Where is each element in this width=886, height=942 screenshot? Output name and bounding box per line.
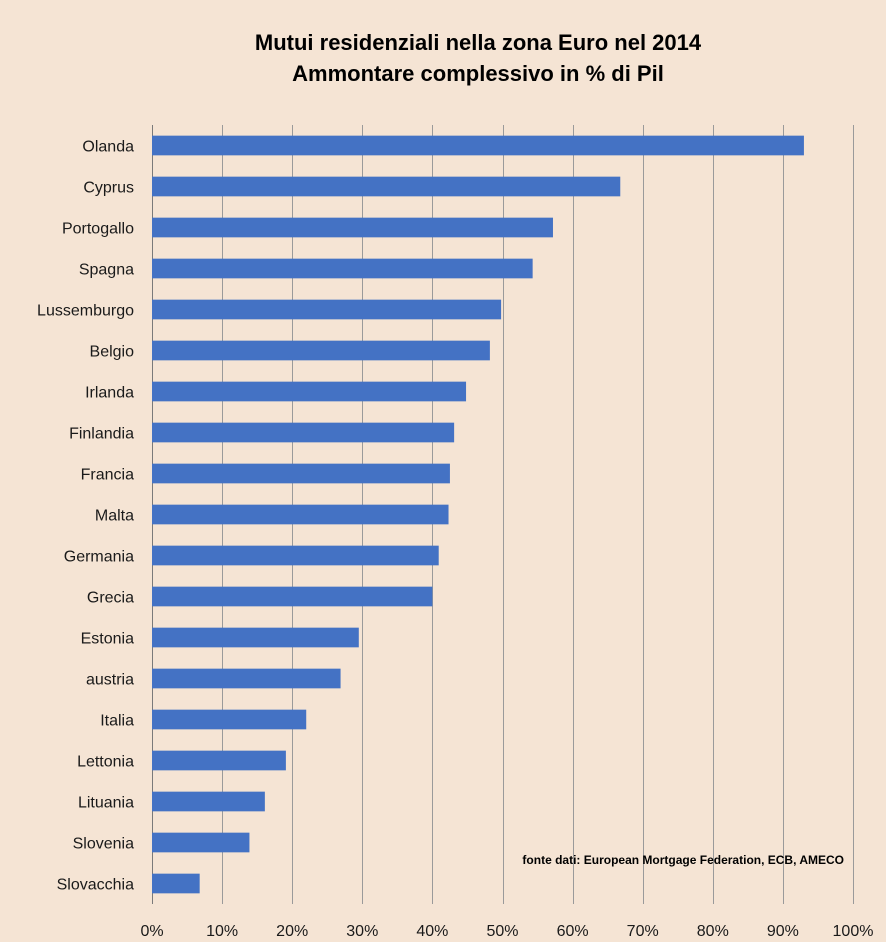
category-label: Slovacchia <box>57 877 134 894</box>
category-label: Belgio <box>90 344 135 361</box>
x-tick-label: 60% <box>557 923 589 940</box>
x-tick-label: 50% <box>486 923 518 940</box>
category-label: Finlandia <box>69 426 134 443</box>
bar <box>152 299 502 320</box>
bar <box>152 381 467 402</box>
source-note: fonte dati: European Mortgage Federation… <box>522 853 844 867</box>
bar <box>152 258 533 279</box>
x-tick-label: 80% <box>697 923 729 940</box>
bar <box>152 668 341 689</box>
category-label: Lettonia <box>77 754 134 771</box>
x-tick-label: 10% <box>206 923 238 940</box>
category-label: Malta <box>95 508 134 525</box>
category-label: austria <box>86 672 134 689</box>
bar <box>152 750 286 771</box>
chart-subtitle: Ammontare complessivo in % di Pil <box>292 61 664 86</box>
bar <box>152 217 553 238</box>
bar <box>152 586 433 607</box>
category-label: Spagna <box>79 262 134 279</box>
bar <box>152 463 450 484</box>
category-label: Olanda <box>82 139 134 156</box>
x-tick-label: 100% <box>833 923 874 940</box>
bar <box>152 545 439 566</box>
bar <box>152 709 307 730</box>
category-label: Cyprus <box>83 180 134 197</box>
bar <box>152 422 455 443</box>
x-tick-label: 70% <box>627 923 659 940</box>
category-label: Estonia <box>81 631 134 648</box>
category-labels: Olanda Cyprus Portogallo Spagna Lussemburgo B… <box>37 139 134 894</box>
bar <box>152 176 621 197</box>
bar <box>152 791 265 812</box>
x-tick-label: 40% <box>416 923 448 940</box>
category-label: Irlanda <box>85 385 134 402</box>
category-label: Grecia <box>87 590 134 607</box>
bar <box>152 504 449 525</box>
bar <box>152 340 490 361</box>
bars <box>152 135 804 894</box>
x-tick-label: 0% <box>140 923 163 940</box>
category-label: Italia <box>100 713 134 730</box>
x-tick-label: 20% <box>276 923 308 940</box>
bar <box>152 627 359 648</box>
category-label: Slovenia <box>73 836 134 853</box>
category-label: Germania <box>64 549 134 566</box>
chart-title: Mutui residenziali nella zona Euro nel 2… <box>255 30 702 55</box>
category-label: Francia <box>81 467 134 484</box>
bar <box>152 873 200 894</box>
bar <box>152 135 804 156</box>
tick-labels: 0% 10% 20% 30% 40% 50% 60% 70% 80% 90% 100% <box>140 923 873 940</box>
x-tick-label: 90% <box>767 923 799 940</box>
bar <box>152 832 250 853</box>
category-label: Lituania <box>78 795 134 812</box>
x-tick-label: 30% <box>346 923 378 940</box>
category-label: Portogallo <box>62 221 134 238</box>
category-label: Lussemburgo <box>37 303 134 320</box>
